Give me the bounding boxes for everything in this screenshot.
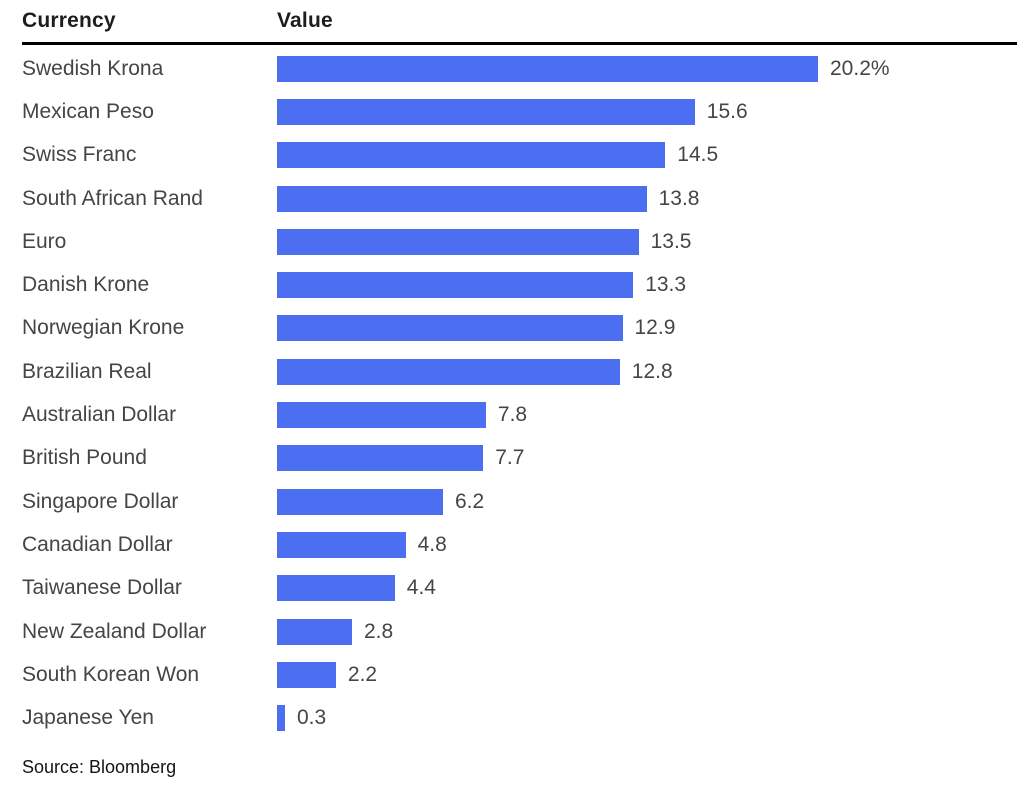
value-bar: [277, 55, 818, 82]
bar-track: 4.8: [277, 531, 1017, 558]
value-label: 15.6: [706, 99, 748, 123]
currency-label: Danish Krone: [22, 273, 150, 297]
bar-track: 12.8: [277, 358, 1017, 385]
chart-row: South African Rand 13.8: [22, 177, 1017, 220]
value-label: 7.7: [495, 446, 525, 470]
chart-row: Norwegian Krone 12.9: [22, 307, 1017, 350]
chart-row: Taiwanese Dollar 4.4: [22, 567, 1017, 610]
currency-label: Japanese Yen: [22, 706, 154, 730]
column-header-currency: Currency: [22, 9, 116, 32]
bar-track: 13.5: [277, 228, 1017, 255]
currency-label: Brazilian Real: [22, 359, 152, 383]
value-label: 7.8: [497, 403, 528, 427]
value-label: 6.2: [455, 489, 485, 513]
value-label: 2.8: [364, 619, 394, 643]
currency-label: Mexican Peso: [22, 99, 154, 123]
value-label: 2.2: [347, 662, 378, 686]
value-bar: [277, 185, 647, 212]
bar-track: 12.9: [277, 315, 1017, 342]
currency-label: British Pound: [22, 446, 147, 470]
value-label: 12.8: [631, 359, 673, 383]
currency-label: Norwegian Krone: [22, 316, 185, 340]
value-bar: [277, 98, 695, 125]
bar-track: 13.3: [277, 272, 1017, 299]
value-bar: [277, 315, 623, 342]
chart-row: Australian Dollar 7.8: [22, 393, 1017, 436]
currency-label: Euro: [22, 229, 67, 253]
value-bar: [277, 575, 395, 602]
value-label: 12.9: [634, 316, 676, 340]
value-label: 13.8: [658, 186, 700, 210]
currency-label: Singapore Dollar: [22, 489, 179, 513]
currency-label: South African Rand: [22, 186, 203, 210]
value-bar: [277, 661, 336, 688]
value-label: 13.3: [645, 273, 687, 297]
chart-row: Brazilian Real 12.8: [22, 350, 1017, 393]
value-label: 13.5: [650, 229, 692, 253]
value-bar: [277, 705, 285, 732]
bar-track: 7.8: [277, 402, 1017, 429]
chart-row: Canadian Dollar 4.8: [22, 523, 1017, 566]
value-bar: [277, 402, 486, 429]
value-label: 0.3: [297, 706, 327, 730]
bar-track: 7.7: [277, 445, 1017, 472]
currency-label: Swiss Franc: [22, 143, 137, 167]
chart-row: Swedish Krona 20.2%: [22, 47, 1017, 90]
value-bar: [277, 142, 666, 169]
value-label: 20.2%: [830, 56, 890, 80]
table-header: Currency Value: [22, 0, 1017, 45]
value-bar: [277, 618, 352, 645]
bar-track: 13.8: [277, 185, 1017, 212]
value-bar: [277, 272, 634, 299]
chart-rows: Swedish Krona 20.2% Mexican Peso 15.6 Sw…: [22, 45, 1017, 740]
currency-label: South Korean Won: [22, 662, 200, 686]
chart-row: British Pound 7.7: [22, 437, 1017, 480]
bar-track: 2.8: [277, 618, 1017, 645]
bar-track: 15.6: [277, 98, 1017, 125]
currency-label: Taiwanese Dollar: [22, 576, 182, 600]
currency-label: New Zealand Dollar: [22, 619, 207, 643]
value-label: 4.8: [417, 532, 447, 556]
bar-track: 6.2: [277, 488, 1017, 515]
currency-label: Australian Dollar: [22, 403, 177, 427]
bar-track: 14.5: [277, 142, 1017, 169]
bar-track: 4.4: [277, 575, 1017, 602]
chart-container: Currency Value Swedish Krona 20.2% Mexic…: [22, 0, 1017, 778]
value-label: 14.5: [677, 143, 719, 167]
chart-row: New Zealand Dollar 2.8: [22, 610, 1017, 653]
chart-row: Euro 13.5: [22, 220, 1017, 263]
column-header-value: Value: [277, 9, 333, 32]
value-bar: [277, 488, 443, 515]
source-note: Source: Bloomberg: [22, 756, 177, 777]
value-bar: [277, 445, 484, 472]
chart-row: Singapore Dollar 6.2: [22, 480, 1017, 523]
chart-row: Swiss Franc 14.5: [22, 134, 1017, 177]
chart-row: Danish Krone 13.3: [22, 263, 1017, 306]
chart-row: South Korean Won 2.2: [22, 653, 1017, 696]
bar-track: 2.2: [277, 661, 1017, 688]
value-label: 4.4: [406, 576, 436, 600]
value-bar: [277, 358, 620, 385]
value-bar: [277, 228, 639, 255]
chart-row: Japanese Yen 0.3: [22, 696, 1017, 739]
currency-label: Canadian Dollar: [22, 532, 173, 556]
bar-track: 0.3: [277, 705, 1017, 732]
value-bar: [277, 531, 406, 558]
currency-label: Swedish Krona: [22, 56, 164, 80]
chart-row: Mexican Peso 15.6: [22, 90, 1017, 133]
bar-track: 20.2%: [277, 55, 1017, 82]
